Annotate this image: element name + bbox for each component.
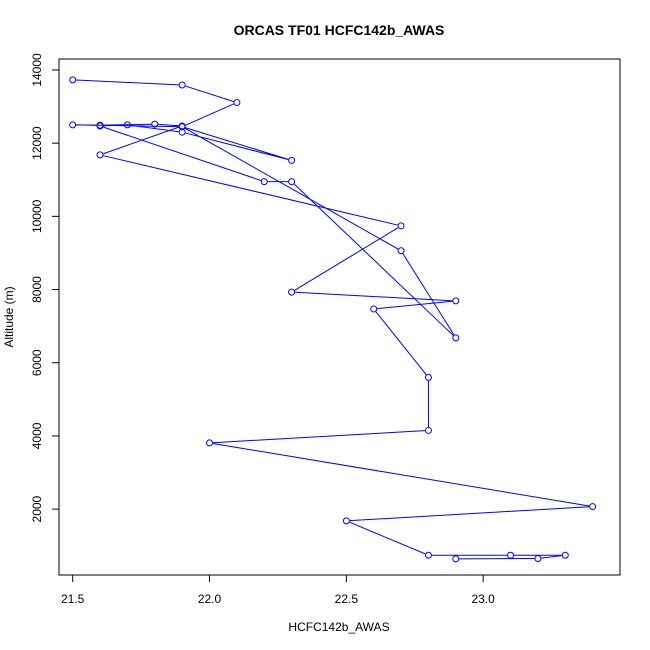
data-point (397, 222, 405, 230)
series-segment (103, 126, 180, 155)
data-point (178, 81, 186, 89)
y-tick-label: 10000 (30, 199, 44, 233)
series-segment (158, 123, 179, 127)
series-segment (185, 103, 234, 126)
y-axis-label: Altitude (m) (2, 286, 16, 347)
series-segment (76, 124, 179, 128)
x-axis: 21.5 22.0 22.5 23.0 (61, 574, 495, 606)
data-point (342, 517, 350, 525)
series-segment (185, 127, 289, 160)
data-point (370, 305, 378, 313)
data-point (69, 76, 77, 84)
data-point (561, 551, 569, 559)
data-point (123, 121, 131, 129)
data-point (424, 373, 432, 381)
y-axis: 2000 4000 6000 8000 10000 12000 14000 (30, 53, 60, 522)
series-segment (76, 79, 179, 86)
series-segment (184, 127, 399, 250)
series-segment (103, 126, 262, 181)
series-segment (293, 183, 454, 336)
series-segment (103, 123, 152, 126)
series-segment (402, 253, 455, 336)
data-point (288, 288, 296, 296)
series-segment (377, 300, 453, 310)
data-point (178, 128, 186, 136)
x-tick-label: 22.5 (335, 592, 359, 606)
data-point (96, 151, 104, 159)
x-axis-label: HCFC142b_AWAS (288, 620, 389, 634)
series-segment (103, 124, 124, 127)
data-point (507, 551, 515, 559)
data-point (288, 156, 296, 164)
y-tick-label: 12000 (30, 126, 44, 160)
data-point (96, 122, 104, 130)
y-tick-label: 4000 (30, 422, 44, 449)
y-tick-label: 6000 (30, 349, 44, 376)
series-segment (375, 311, 427, 375)
y-tick-label: 2000 (30, 495, 44, 522)
series-segment (212, 442, 590, 507)
series-segment (130, 124, 179, 133)
series-group (69, 76, 597, 563)
series-segment (349, 506, 590, 522)
x-tick-label: 21.5 (61, 592, 85, 606)
series-segment (103, 155, 398, 226)
series-segment (212, 430, 425, 444)
data-point (452, 297, 460, 305)
data-point (397, 247, 405, 255)
series-segment (541, 555, 562, 559)
data-point (288, 178, 296, 186)
data-point (424, 551, 432, 559)
data-point (452, 555, 460, 563)
data-point (424, 426, 432, 434)
series-segment (185, 132, 289, 160)
chart-title: ORCAS TF01 HCFC142b_AWAS (234, 22, 445, 38)
x-tick-label: 23.0 (471, 592, 495, 606)
y-tick-label: 8000 (30, 276, 44, 303)
data-point (260, 178, 268, 186)
series-segment (294, 227, 399, 291)
data-point (69, 121, 77, 129)
data-point (178, 123, 186, 131)
series-segment (349, 521, 426, 555)
data-point (452, 334, 460, 342)
data-point (151, 120, 159, 128)
x-tick-label: 22.0 (198, 592, 222, 606)
data-point (233, 99, 241, 107)
series-segment (295, 291, 453, 302)
data-point (206, 439, 214, 447)
y-tick-label: 14000 (30, 53, 44, 87)
data-point (589, 503, 597, 511)
data-point (534, 555, 542, 563)
series-segment (185, 85, 234, 102)
